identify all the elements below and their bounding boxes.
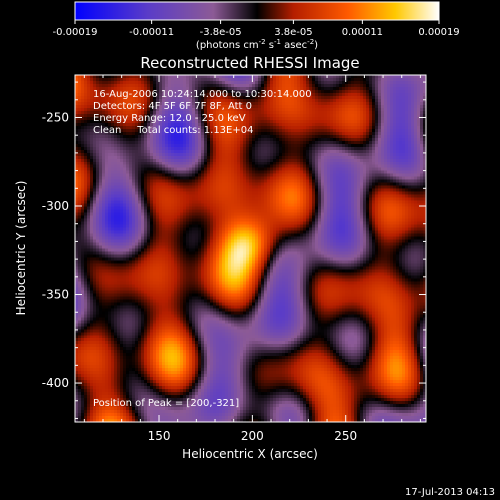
x-tick-label: 250 — [334, 429, 357, 443]
colorbar-tick-label: -3.8e-05 — [200, 27, 242, 38]
heatmap-image — [75, 75, 426, 422]
y-tick-label: -350 — [42, 288, 69, 302]
y-tick-label: -300 — [42, 199, 69, 213]
annotation-clean-counts: Clean Total counts: 1.13E+04 — [93, 125, 253, 136]
colorbar-tick-label: 3.8e-05 — [274, 27, 312, 38]
x-axis-ticks: 150 200 250 — [83, 75, 421, 443]
y-tick-label: -400 — [42, 376, 69, 390]
annotation-time-range: 16-Aug-2006 10:24:14.000 to 10:30:14.000 — [93, 89, 312, 100]
chart-title: Reconstructed RHESSI Image — [140, 54, 359, 72]
annotation-detectors: Detectors: 4F 5F 6F 7F 8F, Att 0 — [93, 101, 252, 112]
colorbar-units: (photons cm-2 s-1 asec-2) — [196, 38, 318, 51]
footer-timestamp: 17-Jul-2013 04:13 — [405, 487, 495, 498]
colorbar-ticks: -0.00019 -0.00011 -3.8e-05 3.8e-05 0.00011 0.… — [53, 20, 460, 38]
y-tick-label: -250 — [42, 110, 69, 124]
y-axis-label: Heliocentric Y (arcsec) — [14, 181, 28, 316]
x-tick-label: 200 — [241, 429, 264, 443]
colorbar-tick-label: -0.00019 — [53, 27, 98, 38]
annotation-energy-range: Energy Range: 12.0 - 25.0 keV — [93, 113, 246, 124]
annotations: 16-Aug-2006 10:24:14.000 to 10:30:14.000… — [93, 89, 312, 409]
annotation-peak-position: Position of Peak = [200,-321] — [93, 398, 239, 409]
colorbar-tick-label: 0.00019 — [418, 27, 459, 38]
plot-frame — [74, 74, 427, 423]
colorbar-tick-label: -0.00011 — [129, 27, 174, 38]
x-tick-label: 150 — [148, 429, 171, 443]
x-axis-label: Heliocentric X (arcsec) — [182, 447, 318, 461]
colorbar-tick-label: 0.00011 — [342, 27, 383, 38]
y-axis-ticks: -250 -300 -350 -400 — [42, 81, 426, 419]
colorbar — [74, 1, 440, 21]
